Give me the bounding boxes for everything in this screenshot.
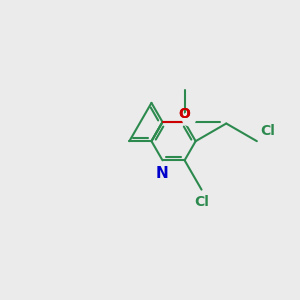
Text: Cl: Cl <box>260 124 275 138</box>
Text: O: O <box>178 106 190 121</box>
Text: N: N <box>155 166 168 181</box>
Text: O: O <box>178 106 190 121</box>
Text: Cl: Cl <box>194 195 209 209</box>
Circle shape <box>182 112 196 126</box>
